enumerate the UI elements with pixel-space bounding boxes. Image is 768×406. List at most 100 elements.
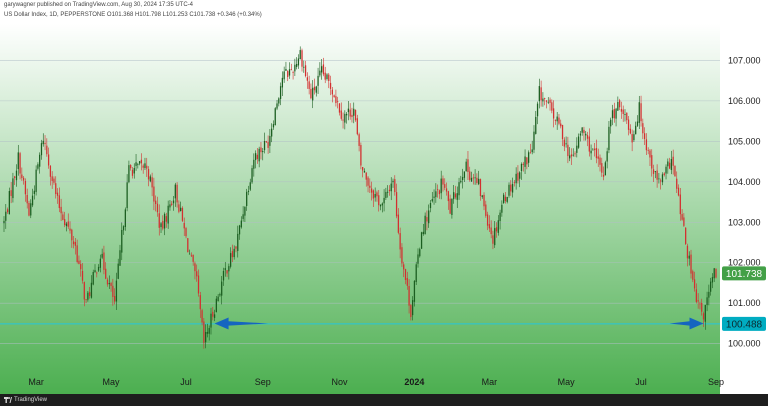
price-chart[interactable]: 100.000 101.000 102.000 103.000 104.000 105.0… (0, 0, 768, 394)
candle (244, 206, 246, 222)
candle-body (708, 291, 710, 298)
candle-body (461, 177, 464, 181)
candle (197, 269, 200, 297)
candle-body (17, 152, 19, 170)
candle-body (197, 275, 200, 294)
candle-body (424, 215, 426, 235)
candle-body (201, 310, 203, 323)
candle (397, 208, 400, 235)
candle (72, 235, 75, 249)
candle (337, 96, 339, 109)
candle-body (467, 159, 469, 172)
candle-body (308, 81, 310, 89)
blue-arrow-icon (214, 317, 269, 330)
time-tick-label: Mar (28, 377, 44, 387)
candle-body (221, 281, 223, 296)
candle (635, 121, 637, 135)
candle (483, 192, 485, 211)
candle-body (140, 159, 143, 164)
candle (672, 149, 674, 175)
candle (274, 107, 276, 126)
candle (228, 263, 230, 280)
candle (702, 311, 705, 327)
candle (636, 115, 639, 127)
candle-body (610, 119, 612, 127)
candle-body (44, 142, 46, 145)
candle (74, 238, 77, 255)
candle-body (271, 128, 273, 137)
candle (403, 261, 405, 278)
candle (31, 188, 34, 208)
candle (69, 221, 71, 234)
candle (381, 202, 383, 213)
candle (606, 147, 608, 169)
time-axis[interactable]: Mar May Jul Sep Nov 2024 Mar May Jul Sep (28, 377, 724, 387)
candle-body (458, 182, 460, 196)
candle (65, 221, 68, 232)
candle (399, 227, 401, 259)
candle (515, 167, 517, 190)
candle (688, 251, 690, 266)
candle-body (388, 189, 391, 192)
candle-body (672, 156, 674, 166)
candle-body (599, 157, 601, 165)
candle (221, 275, 223, 305)
candle (53, 176, 55, 185)
candle (160, 222, 162, 233)
candle-body (340, 110, 342, 119)
candle (217, 294, 219, 302)
candle-body (312, 87, 314, 101)
candle-body (606, 151, 608, 162)
candle (303, 60, 305, 73)
candle-body (372, 190, 375, 199)
candle-body (163, 213, 166, 229)
price-axis[interactable]: 100.000 101.000 102.000 103.000 104.000 105.0… (728, 55, 761, 348)
candle (513, 179, 515, 187)
candle-body (622, 109, 624, 114)
candle (454, 185, 457, 200)
candle (42, 133, 44, 147)
candle-body (569, 155, 571, 159)
candle-body (560, 123, 562, 127)
candle (690, 249, 692, 279)
candle-body (110, 283, 112, 286)
candle-body (35, 169, 37, 192)
candle-body (337, 101, 339, 103)
candle-body (194, 263, 196, 272)
candle (692, 269, 694, 283)
candle-body (103, 252, 105, 270)
candle (6, 207, 9, 214)
candle (194, 261, 196, 280)
candle (349, 103, 351, 120)
candle-body (351, 114, 353, 118)
candle-body (629, 128, 631, 134)
candle (335, 89, 337, 107)
candle-body (333, 95, 335, 97)
candle-body (633, 134, 635, 141)
candle (583, 126, 585, 141)
symbol-ohlc-line: US Dollar Index, 1D, PEPPERSTONE O101.36… (4, 12, 262, 18)
candle (14, 175, 16, 186)
candle-body (217, 296, 219, 302)
candle (524, 149, 526, 175)
candle (485, 200, 487, 218)
candle-body (706, 297, 708, 306)
candle (385, 187, 387, 200)
candle-body (133, 168, 135, 174)
candle (347, 101, 350, 121)
candle (481, 194, 483, 199)
candle (547, 97, 549, 105)
candle (3, 216, 5, 233)
candle (254, 150, 257, 169)
candle-body (206, 331, 209, 334)
candle (267, 135, 269, 154)
candle-body (551, 102, 553, 111)
time-tick-label: 2024 (404, 377, 424, 387)
candle (535, 110, 537, 135)
footer-brand: TradingView (14, 397, 48, 403)
candle-body (483, 194, 485, 207)
candle-body (94, 270, 96, 273)
candle-body (549, 99, 551, 103)
candle (149, 174, 151, 183)
candle (319, 62, 321, 78)
